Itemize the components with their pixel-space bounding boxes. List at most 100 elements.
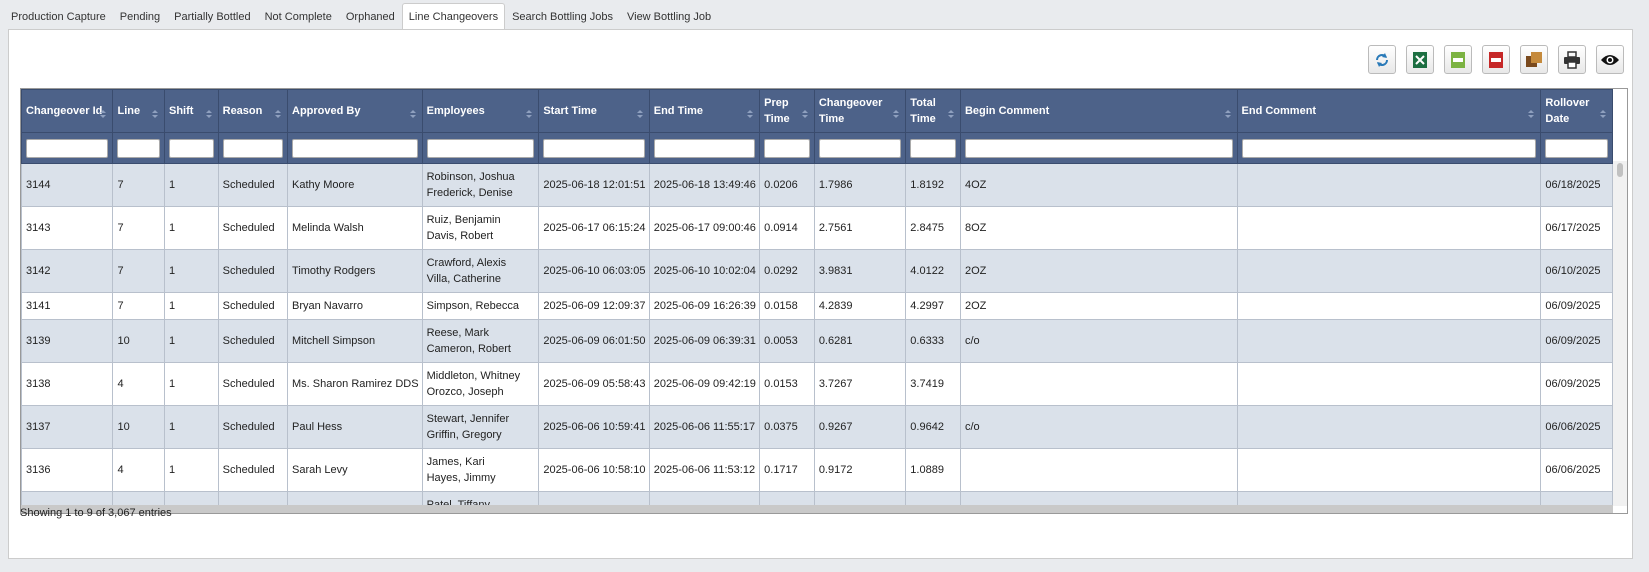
employee-name: Hayes, Jimmy <box>426 472 496 484</box>
column-header[interactable]: Shift <box>164 89 219 133</box>
column-header[interactable]: Rollover Date <box>1540 89 1613 133</box>
cell: 10 <box>112 319 165 363</box>
cell: 06/09/2025 <box>1540 362 1613 406</box>
cell: 2025-06-10 10:02:04 <box>648 249 761 293</box>
cell: 2025-06-06 11:53:12 <box>648 448 761 492</box>
scrollbar[interactable] <box>1613 161 1627 506</box>
cell: 1 <box>164 319 219 363</box>
column-header[interactable]: Approved By <box>287 89 423 133</box>
tab[interactable]: Not Complete <box>264 11 332 23</box>
column-header[interactable]: Prep Time <box>759 89 815 133</box>
tab[interactable]: Search Bottling Jobs <box>512 11 613 23</box>
column-header[interactable]: Total Time <box>905 89 961 133</box>
cell: 1 <box>164 249 219 293</box>
filter-input[interactable] <box>764 138 810 158</box>
cell: 1 <box>164 206 219 250</box>
column-header[interactable]: Changeover Id <box>21 89 114 133</box>
tab[interactable]: Orphaned <box>345 11 395 23</box>
cell: 0.6333 <box>905 319 961 363</box>
employee-name: James, Kari <box>426 456 485 468</box>
column-header[interactable]: Changeover Time <box>813 89 907 133</box>
filter-input[interactable] <box>117 138 160 158</box>
cell: 7 <box>112 163 165 207</box>
column-header[interactable]: Line <box>112 89 165 133</box>
filter-cell <box>112 132 165 164</box>
employee-name: Davis, Robert <box>426 230 494 242</box>
cell: Ruiz, Benjamin Davis, Robert <box>421 206 540 250</box>
tab[interactable]: Partially Bottled <box>174 11 251 23</box>
filter-input[interactable] <box>1241 138 1537 158</box>
filter-input[interactable] <box>910 138 956 158</box>
cell: 1 <box>164 163 219 207</box>
header-row: Changeover Id Line Shift Reason Approved By E… <box>21 89 1613 133</box>
visibility-button[interactable] <box>1596 45 1624 74</box>
filter-input[interactable] <box>964 138 1233 158</box>
cell <box>959 448 1238 492</box>
cell: 06/09/2025 <box>1540 319 1613 363</box>
cell: Robinson, Joshua Frederick, Denise <box>421 163 540 207</box>
employee-name: Frederick, Denise <box>426 187 513 199</box>
table-row: 3142 7 1 Scheduled Timothy Rodgers Crawford, … <box>21 249 1613 293</box>
column-header[interactable]: Begin Comment <box>959 89 1238 133</box>
filter-input[interactable] <box>543 138 645 158</box>
filter-cell <box>1540 132 1613 164</box>
cell: Scheduled <box>217 206 289 250</box>
cell: Ms. Sharon Ramirez DDS <box>287 362 423 406</box>
tab[interactable]: Pending <box>119 11 161 23</box>
column-header[interactable]: End Time <box>648 89 761 133</box>
filter-input[interactable] <box>818 138 902 158</box>
cell: 2025-06-18 13:49:46 <box>648 163 761 207</box>
table-row: 3143 7 1 Scheduled Melinda Walsh Ruiz, Benjam… <box>21 206 1613 250</box>
cell: 0.0375 <box>759 405 815 449</box>
filter-input[interactable] <box>653 138 756 158</box>
filter-input[interactable] <box>426 138 535 158</box>
cell <box>959 362 1238 406</box>
cell: 3139 <box>21 319 114 363</box>
cell: 0.0914 <box>759 206 815 250</box>
scrollbar[interactable] <box>21 505 1613 513</box>
copy-button[interactable] <box>1520 45 1548 74</box>
column-header[interactable]: End Comment <box>1236 89 1542 133</box>
cell: Bryan Navarro <box>287 292 423 320</box>
cell: 06/06/2025 <box>1540 448 1613 492</box>
filter-input[interactable] <box>222 138 284 158</box>
filter-cell <box>421 132 540 164</box>
pdf-button[interactable] <box>1482 45 1510 74</box>
cell: 7 <box>112 249 165 293</box>
cell: c/o <box>959 319 1238 363</box>
cell: 1 <box>164 448 219 492</box>
cell: 0.1717 <box>759 448 815 492</box>
excel-button[interactable] <box>1406 45 1434 74</box>
tab[interactable]: View Bottling Job <box>626 11 712 23</box>
cell: 2025-06-17 06:15:24 <box>538 206 650 250</box>
cell <box>1236 292 1542 320</box>
cell: Scheduled <box>217 249 289 293</box>
column-header[interactable]: Employees <box>421 89 540 133</box>
print-button[interactable] <box>1558 45 1586 74</box>
csv-button[interactable] <box>1444 45 1472 74</box>
column-header[interactable]: Reason <box>217 89 289 133</box>
tab[interactable]: Line Changeovers <box>401 3 506 33</box>
filter-input[interactable] <box>169 138 214 158</box>
filter-input[interactable] <box>292 138 418 158</box>
filter-cell <box>1236 132 1542 164</box>
cell: Scheduled <box>217 448 289 492</box>
cell: 2025-06-10 06:03:05 <box>538 249 650 293</box>
refresh-button[interactable] <box>1368 45 1396 74</box>
cell: Scheduled <box>217 362 289 406</box>
filter-cell <box>959 132 1238 164</box>
cell: James, Kari Hayes, Jimmy <box>421 448 540 492</box>
filter-row <box>21 132 1613 164</box>
cell <box>1236 249 1542 293</box>
cell: 1.7986 <box>813 163 907 207</box>
scroll-thumb[interactable] <box>1617 163 1623 177</box>
column-header[interactable]: Start Time <box>538 89 650 133</box>
filter-input[interactable] <box>1545 138 1608 158</box>
cell: 1 <box>164 405 219 449</box>
tab[interactable]: Production Capture <box>11 11 106 23</box>
cell: Crawford, Alexis Villa, Catherine <box>421 249 540 293</box>
filter-input[interactable] <box>26 138 109 158</box>
cell: 0.9642 <box>905 405 961 449</box>
filter-cell <box>648 132 761 164</box>
cell <box>1236 319 1542 363</box>
